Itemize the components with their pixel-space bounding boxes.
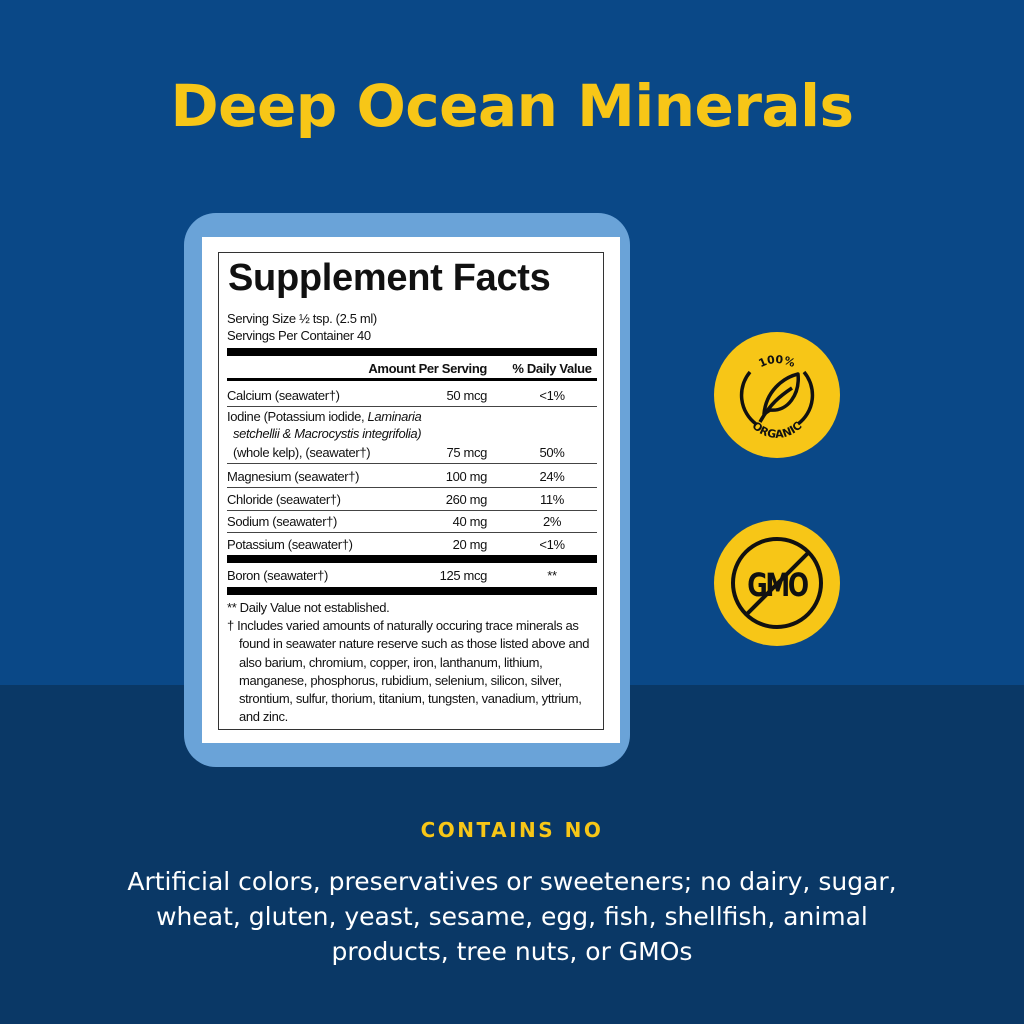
servings-per-container: Servings Per Container 40 [227,328,371,343]
divider [227,555,597,563]
organic-leaf-icon: 100% ORGANIC [739,353,815,441]
no-gmo-icon: GMO [731,537,823,629]
divider [227,348,597,356]
col-amount: Amount Per Serving [368,361,487,376]
organic-badge: 100% ORGANIC [714,332,840,458]
footnotes: ** Daily Value not established. † Includ… [227,599,599,726]
non-gmo-badge: GMO [714,520,840,646]
supplement-facts-label: Supplement Facts Serving Size ½ tsp. (2.… [218,252,604,730]
svg-text:100%: 100% [757,353,797,370]
divider [227,587,597,595]
contains-no-heading: CONTAINS NO [420,818,604,842]
facts-heading: Supplement Facts [228,257,551,299]
contains-no-text: Artificial colors, preservatives or swee… [127,867,897,966]
footnote-trace: † Includes varied amounts of naturally o… [227,618,590,725]
footnote-dv: ** Daily Value not established. [227,600,390,615]
page-title: Deep Ocean Minerals [170,72,854,140]
table-row: Iodine (Potassium iodide, Laminaria setc… [227,409,565,460]
divider [227,378,597,381]
svg-text:ORGANIC: ORGANIC [750,419,805,441]
supplement-card [184,213,630,767]
col-dv: % Daily Value [512,361,592,376]
serving-size: Serving Size ½ tsp. (2.5 ml) [227,311,377,326]
